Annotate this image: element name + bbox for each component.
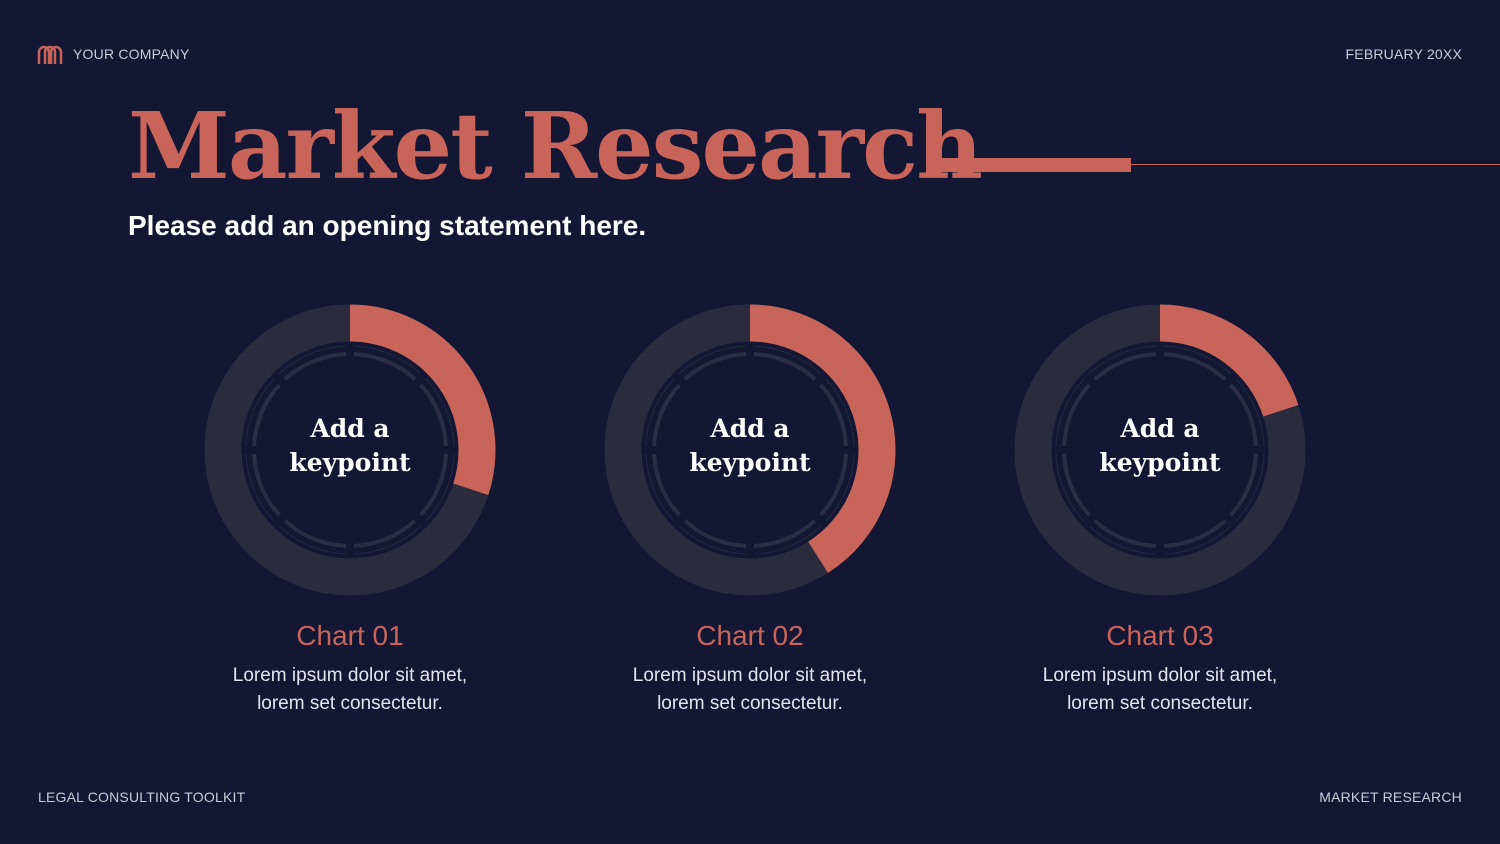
chart-caption-1: Chart 01 Lorem ipsum dolor sit amet, lorem… [150, 620, 550, 718]
decor-tick [270, 370, 291, 391]
donut-svg [1014, 304, 1306, 596]
center-line-1: Add a [310, 414, 390, 443]
chart-center-label: Add a keypoint [1010, 412, 1310, 480]
date-label: FEBRUARY 20XX [1345, 46, 1462, 62]
center-line-1: Add a [1120, 414, 1200, 443]
footer-right: MARKET RESEARCH [1319, 789, 1462, 805]
decor-tick [1080, 509, 1101, 530]
chart-center-label: Add a keypoint [200, 412, 500, 480]
chart-caption-2: Chart 02 Lorem ipsum dolor sit amet, lorem… [550, 620, 950, 718]
center-line-2: keypoint [1099, 448, 1221, 477]
chart-title: Chart 01 [296, 620, 404, 651]
decor-tick [270, 509, 291, 530]
donut-chart-2: Add a keypoint [600, 300, 900, 600]
decor-tick [670, 509, 691, 530]
accent-line [1131, 164, 1500, 165]
decor-tick [1080, 370, 1101, 391]
decor-tick [809, 509, 830, 530]
chart-center-label: Add a keypoint [600, 412, 900, 480]
center-line-2: keypoint [689, 448, 811, 477]
center-line-2: keypoint [289, 448, 411, 477]
company-name: YOUR COMPANY [73, 46, 190, 62]
decor-tick [1219, 370, 1240, 391]
decor-tick [809, 370, 830, 391]
footer-left: LEGAL CONSULTING TOOLKIT [38, 789, 246, 805]
donut-value-segment [749, 304, 896, 573]
donut-chart-1: Add a keypoint [200, 300, 500, 600]
accent-bar [928, 158, 1131, 172]
center-line-1: Add a [710, 414, 790, 443]
donut-value-segment [349, 304, 496, 495]
decor-tick [670, 370, 691, 391]
chart-description: Lorem ipsum dolor sit amet, lorem set con… [232, 665, 468, 714]
chart-description: Lorem ipsum dolor sit amet, lorem set con… [1042, 665, 1278, 714]
chart-description: Lorem ipsum dolor sit amet, lorem set con… [632, 665, 868, 714]
donut-value-segment [1159, 304, 1299, 417]
donut-svg [204, 304, 496, 596]
chart-title: Chart 03 [1106, 620, 1214, 651]
chart-title: Chart 02 [696, 620, 804, 651]
page-title: Market Research [128, 92, 983, 200]
decor-tick [409, 370, 430, 391]
decor-tick [1219, 509, 1240, 530]
donut-svg [604, 304, 896, 596]
chart-caption-3: Chart 03 Lorem ipsum dolor sit amet, lorem… [960, 620, 1360, 718]
page-subtitle: Please add an opening statement here. [128, 210, 647, 241]
donut-chart-3: Add a keypoint [1010, 300, 1310, 600]
decor-tick [409, 509, 430, 530]
mm-logo-icon [37, 44, 65, 69]
